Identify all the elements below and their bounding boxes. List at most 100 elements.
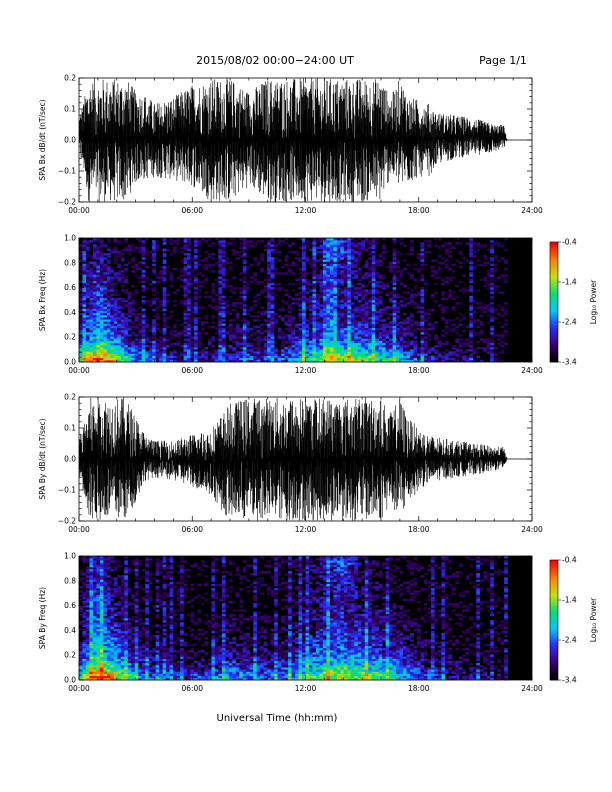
- spectrogram-cell: [79, 342, 83, 346]
- spectrogram-cell: [396, 317, 400, 320]
- spectrogram-cell: [155, 359, 160, 363]
- spectrogram-cell: [396, 344, 400, 348]
- spectrogram-cell: [343, 242, 348, 245]
- spectrogram-cell: [329, 325, 334, 329]
- spectrogram-cell: [291, 327, 296, 331]
- spectrogram-cell: [113, 579, 118, 582]
- spectrogram-cell: [347, 306, 352, 309]
- spectrogram-cell: [124, 338, 129, 341]
- spectrogram-cell: [187, 274, 191, 277]
- spectrogram-cell: [193, 325, 198, 329]
- spectrogram-cell: [106, 248, 111, 252]
- spectrogram-cell: [141, 351, 146, 354]
- spectrogram-cell: [103, 618, 108, 621]
- spectrogram-cell: [288, 327, 292, 331]
- spectrogram-cell: [326, 265, 331, 269]
- spectrogram-cell: [403, 312, 407, 316]
- spectrogram-cell: [228, 312, 233, 316]
- spectrogram-cell: [117, 673, 122, 677]
- spectrogram-cell: [347, 285, 352, 288]
- spectrogram-cell: [343, 244, 348, 247]
- spectrogram-cell: [96, 265, 101, 269]
- spectrogram-cell: [166, 317, 170, 320]
- spectrogram-cell: [385, 355, 390, 359]
- spectrogram-cell: [417, 306, 421, 309]
- spectrogram-cell: [120, 323, 125, 326]
- spectrogram-cell: [350, 295, 355, 299]
- spectrogram-cell: [420, 300, 425, 303]
- spectrogram-cell: [225, 359, 230, 363]
- spectrogram-cell: [410, 302, 414, 305]
- spectrogram-cell: [113, 325, 118, 329]
- spectrogram-cell: [141, 317, 146, 320]
- spectrogram-cell: [176, 242, 181, 245]
- spectrogram-cell: [82, 605, 87, 608]
- spectrogram-cell: [99, 665, 104, 668]
- spectrogram-cell: [162, 347, 167, 350]
- spectrogram-cell: [99, 650, 104, 653]
- spectrogram-cell: [242, 336, 247, 339]
- spectrogram-cell: [106, 312, 111, 316]
- spectrogram-cell: [89, 609, 94, 612]
- spectrogram-cell: [354, 325, 359, 329]
- spectrogram-cell: [106, 308, 111, 311]
- spectrogram-cell: [103, 609, 108, 612]
- spectrogram-cell: [281, 340, 285, 344]
- spectrogram-cell: [173, 267, 177, 271]
- spectrogram-cell: [218, 238, 223, 241]
- spectrogram-cell: [322, 261, 327, 264]
- spectrogram-cell: [225, 278, 230, 282]
- spectrogram-cell: [392, 347, 397, 350]
- spectrogram-cell: [138, 355, 143, 359]
- spectrogram-cell: [385, 351, 390, 354]
- spectrogram-cell: [99, 355, 104, 359]
- spectrogram-cell: [427, 338, 432, 341]
- spectrogram-cell: [469, 319, 474, 322]
- spectrogram-cell: [434, 300, 439, 303]
- spectrogram-cell: [106, 656, 111, 659]
- spectrogram-cell: [357, 323, 362, 326]
- spectrogram-cell: [267, 334, 271, 337]
- spectrogram-cell: [85, 654, 90, 657]
- spectrogram-cell: [389, 351, 393, 354]
- spectrogram-cell: [368, 250, 372, 254]
- spectrogram-cell: [281, 332, 285, 335]
- spectrogram-cell: [399, 332, 404, 335]
- spectrogram-cell: [92, 637, 97, 640]
- spectrogram-cell: [106, 310, 111, 314]
- spectrogram-cell: [322, 287, 327, 290]
- spectrogram-cell: [106, 259, 111, 262]
- spectrogram-cell: [232, 248, 237, 252]
- spectrogram-cell: [354, 342, 359, 346]
- spectrogram-cell: [295, 293, 299, 297]
- spectrogram-cell: [138, 238, 143, 241]
- spectrogram-cell: [152, 357, 156, 361]
- spectrogram-cell: [89, 613, 94, 617]
- spectrogram-cell: [403, 355, 407, 359]
- spectrogram-cell: [350, 325, 355, 329]
- spectrogram-cell: [82, 282, 87, 286]
- spectrogram-cell: [180, 329, 184, 333]
- spectrogram-cell: [260, 353, 264, 356]
- spectrogram-cell: [155, 347, 160, 350]
- spectrogram-cell: [305, 280, 310, 284]
- spectrogram-cell: [82, 583, 87, 587]
- spectrogram-cell: [99, 620, 104, 623]
- spectrogram-cell: [197, 240, 202, 243]
- spectrogram-cell: [413, 287, 418, 290]
- spectrogram-cell: [152, 282, 156, 286]
- spectrogram-cell: [85, 289, 90, 292]
- spectrogram-cell: [382, 342, 386, 346]
- spectrogram-cell: [270, 340, 275, 344]
- spectrogram-cell: [103, 323, 108, 326]
- spectrogram-cell: [211, 355, 216, 359]
- spectrogram-cell: [124, 248, 129, 252]
- spectrogram-cell: [315, 329, 320, 333]
- spectrogram-cell: [333, 261, 338, 264]
- spectrogram-cell: [368, 252, 372, 256]
- spectrogram-cell: [127, 344, 132, 348]
- spectrogram-cell: [85, 620, 90, 623]
- spectrogram-cell: [361, 291, 366, 294]
- spectrogram-cell: [274, 321, 278, 324]
- spectrogram-cell: [343, 357, 348, 361]
